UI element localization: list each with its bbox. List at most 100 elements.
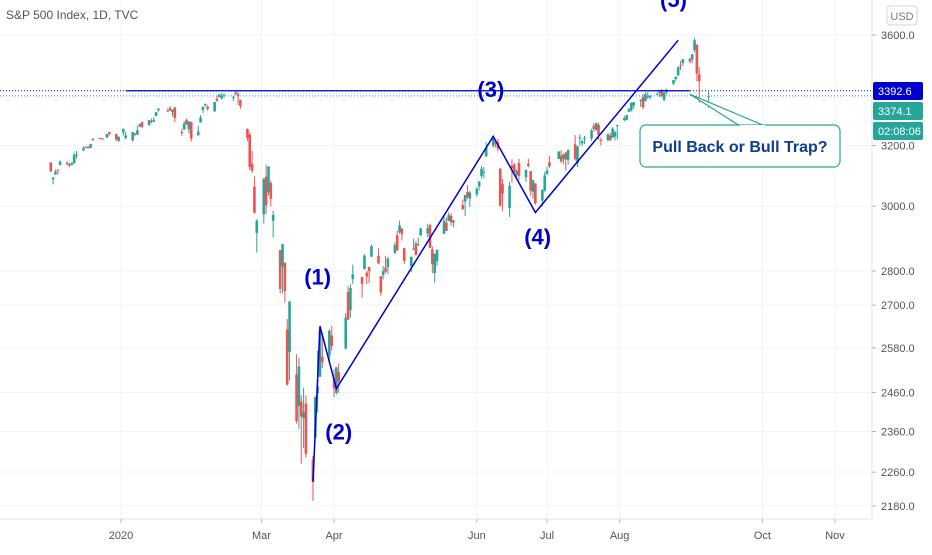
candle	[199, 114, 202, 123]
candle	[213, 102, 216, 112]
candle	[379, 276, 383, 296]
candle	[606, 133, 610, 142]
candle	[220, 92, 223, 100]
candle	[278, 250, 282, 294]
candle	[672, 79, 675, 86]
candle	[269, 180, 273, 207]
candle-body	[330, 335, 333, 346]
candle-body	[136, 130, 139, 135]
candle-body	[630, 102, 633, 111]
candle-body	[138, 123, 142, 127]
candle-body	[166, 110, 170, 112]
wave-label-5: (5)	[660, 0, 687, 12]
time-tick-label: Mar	[252, 530, 271, 542]
candle-body	[449, 215, 453, 223]
candle-body	[381, 271, 385, 276]
candle	[154, 112, 158, 117]
candle-body	[501, 184, 504, 194]
elliott-wave-line	[312, 39, 679, 482]
candle	[215, 95, 219, 103]
candle	[283, 262, 287, 303]
candle-body	[466, 191, 469, 198]
candle	[370, 244, 373, 257]
candle-body	[632, 102, 635, 106]
candle-body	[222, 94, 226, 96]
candle	[445, 217, 448, 231]
candle-body	[68, 164, 71, 166]
candle	[435, 249, 439, 266]
candle	[690, 53, 694, 64]
time-tick-label: 2020	[109, 530, 133, 542]
price-axis[interactable]: 3600.0 3200.0 3000.0 2800.0 2700.0 2580.0 2460…	[872, 30, 915, 513]
candle-body	[351, 274, 355, 280]
candle-body	[84, 147, 88, 149]
price-badge	[873, 102, 923, 120]
candle	[611, 127, 614, 138]
candle-body	[564, 152, 568, 160]
candle-body	[597, 124, 600, 136]
candle	[426, 223, 429, 238]
candle	[414, 240, 418, 256]
candle-body	[157, 108, 160, 111]
candle-body	[363, 255, 366, 270]
candle	[133, 132, 137, 137]
candle	[695, 44, 699, 82]
candle-body	[285, 329, 289, 385]
candle-body	[613, 132, 617, 137]
candle	[72, 152, 76, 164]
candle-body	[220, 96, 223, 99]
candle-body	[115, 133, 118, 140]
candle-body	[173, 107, 177, 119]
currency-button[interactable]: USD	[886, 5, 918, 26]
candle	[281, 243, 284, 294]
candle-body	[615, 124, 619, 126]
candle-body	[236, 94, 240, 97]
time-tick-label: Jun	[468, 530, 486, 542]
candle-body	[627, 109, 631, 112]
candle-body	[592, 125, 596, 130]
candle-body	[447, 215, 451, 222]
candle	[267, 166, 270, 196]
candle	[623, 116, 626, 122]
candle-body	[674, 76, 678, 80]
price-tick-label: 2260.0	[881, 467, 915, 479]
price-badge-label: 3392.6	[878, 86, 912, 98]
candle-body	[658, 91, 661, 93]
price-badge-label: 02:08:06	[878, 126, 921, 138]
candle	[54, 169, 57, 175]
candle-body	[412, 248, 415, 250]
price-tick-label: 2460.0	[881, 388, 915, 400]
candle-body	[269, 183, 273, 199]
candle-body	[100, 138, 104, 140]
candle-body	[147, 120, 151, 125]
candle-body	[468, 192, 472, 199]
candle	[377, 248, 380, 265]
price-tick-label: 2580.0	[881, 343, 915, 355]
candle-body	[377, 256, 380, 264]
candle-body	[452, 220, 455, 223]
candle	[592, 122, 596, 132]
candle	[608, 133, 612, 141]
candle-body	[180, 131, 184, 134]
candle-body	[267, 166, 270, 193]
candle	[646, 92, 650, 99]
candle	[384, 256, 387, 273]
candle-body	[573, 144, 577, 159]
candle	[482, 166, 486, 179]
candle	[189, 121, 193, 142]
callout-text: Pull Back or Bull Trap?	[652, 139, 827, 156]
candle-body	[660, 90, 664, 96]
candle-body	[321, 356, 324, 363]
plot-area[interactable]	[0, 38, 872, 501]
candle-body	[517, 163, 521, 177]
candle	[508, 181, 511, 217]
candle	[529, 170, 532, 196]
candle	[58, 160, 62, 166]
candle-body	[384, 267, 387, 272]
time-axis[interactable]: 2020 Mar Apr Jun Jul Aug Oct Nov	[109, 519, 846, 542]
candle-body	[215, 98, 219, 101]
candle	[304, 395, 308, 458]
candle-body	[431, 249, 434, 265]
candle	[498, 168, 502, 207]
